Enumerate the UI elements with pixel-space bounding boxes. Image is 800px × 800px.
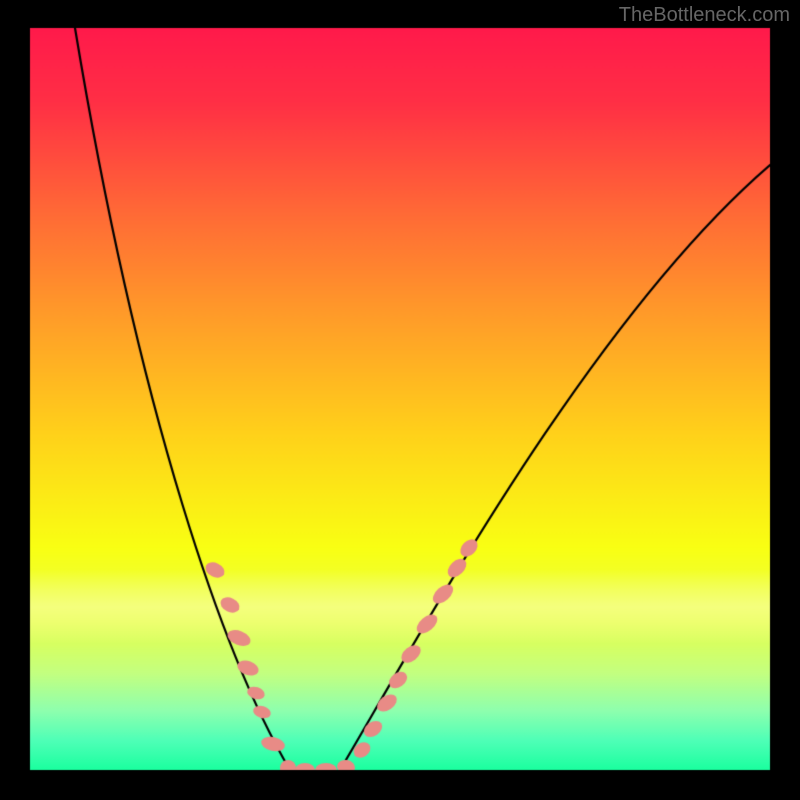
bottleneck-chart <box>0 0 800 800</box>
watermark-text: TheBottleneck.com <box>619 4 790 27</box>
